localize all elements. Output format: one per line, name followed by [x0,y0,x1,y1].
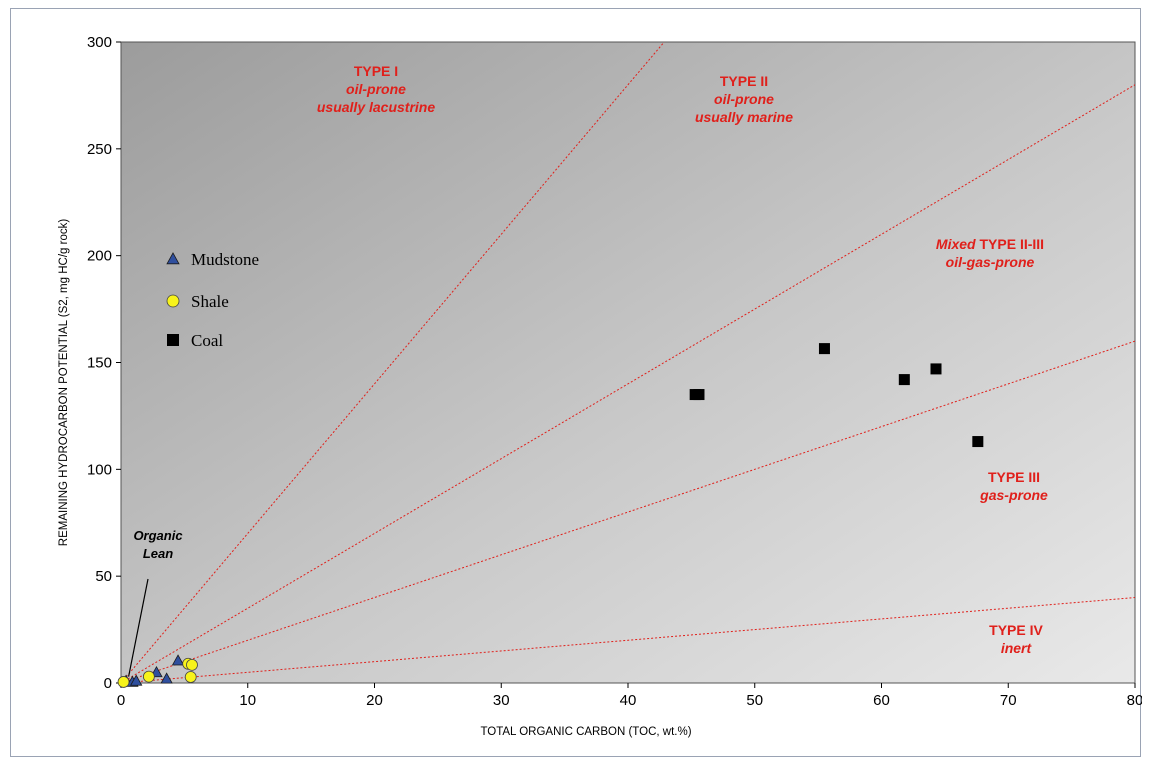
type-boundary-lines [121,42,1135,683]
region-sublabel: inert [1001,640,1033,656]
coal-point [898,374,910,386]
region-label: TYPE III [988,469,1040,485]
region-label: Mixed TYPE II-III [936,236,1044,252]
legend-shale-marker [166,294,180,308]
coal-point [972,436,984,448]
shale-point [186,658,198,671]
y-axis-title: REMAINING HYDROCARBON POTENTIAL (S2, mg … [58,219,70,547]
x-tick-label: 30 [493,692,510,709]
type-boundary-line [121,597,1135,683]
annotation-label: Organic [133,528,183,543]
legend-mudstone-label: Mudstone [191,250,259,269]
y-tick-label: 250 [87,141,112,158]
mudstone-point [130,674,143,686]
mudstone-point [171,654,185,666]
y-tick-label: 300 [87,34,112,51]
legend-mudstone-marker [166,252,180,265]
region-label: TYPE II [720,73,768,89]
legend-coal-marker [167,334,179,346]
y-tick-label: 0 [104,675,112,692]
x-tick-label: 40 [620,692,637,709]
shale-point [184,671,197,683]
region-label: TYPE I [354,63,398,79]
region-sublabel: gas-prone [979,487,1048,503]
x-tick-label: 70 [1000,692,1017,709]
x-tick-label: 60 [873,692,890,709]
plot-area [120,41,1136,684]
type-boundary-line [121,42,665,683]
legend-shale-label: Shale [191,292,229,311]
annotation-arrow [128,578,149,677]
legend: Mudstone Shale Coal [166,250,259,350]
region-sublabel: oil-gas-prone [946,254,1035,270]
region-labels: TYPE I oil-prone usually lacustrine TYPE II… [317,63,1048,656]
coal-point [930,363,942,375]
region-sublabel: oil-prone [346,81,406,97]
y-tick-label: 150 [87,355,112,372]
annotation-label: Lean [143,546,173,561]
shale-point [117,676,130,688]
y-tick-label: 100 [87,461,112,478]
region-sublabel: usually marine [695,109,793,125]
x-axis-title: TOTAL ORGANIC CARBON (TOC, wt.%) [480,726,691,738]
coal-point [693,389,705,401]
x-tick-label: 50 [746,692,763,709]
region-label: TYPE IV [989,622,1043,638]
y-tick-label: 200 [87,248,112,265]
x-tick-label: 0 [117,692,125,709]
coal-point [818,343,830,355]
y-tick-label: 50 [95,568,112,585]
organic-lean-annotation: Organic Lean [128,528,183,677]
chart: 0 10 20 30 40 50 60 70 80 0 50 100 150 200 250 300 TOT… [58,34,1142,738]
x-tick-label: 10 [239,692,256,709]
y-tick-labels: 0 50 100 150 200 250 300 [87,34,112,692]
region-sublabel: oil-prone [714,91,774,107]
x-tick-label: 20 [366,692,383,709]
x-tick-label: 80 [1127,692,1142,709]
data-points [117,343,984,688]
type-boundary-line [121,84,1135,683]
legend-coal-label: Coal [191,331,223,350]
shale-point [142,670,155,683]
x-tick-labels: 0 10 20 30 40 50 60 70 80 [117,692,1142,709]
mudstone-point [160,672,173,684]
region-sublabel: usually lacustrine [317,99,435,115]
chart-frame: 0 10 20 30 40 50 60 70 80 0 50 100 150 200 250 300 TOT… [10,8,1142,757]
